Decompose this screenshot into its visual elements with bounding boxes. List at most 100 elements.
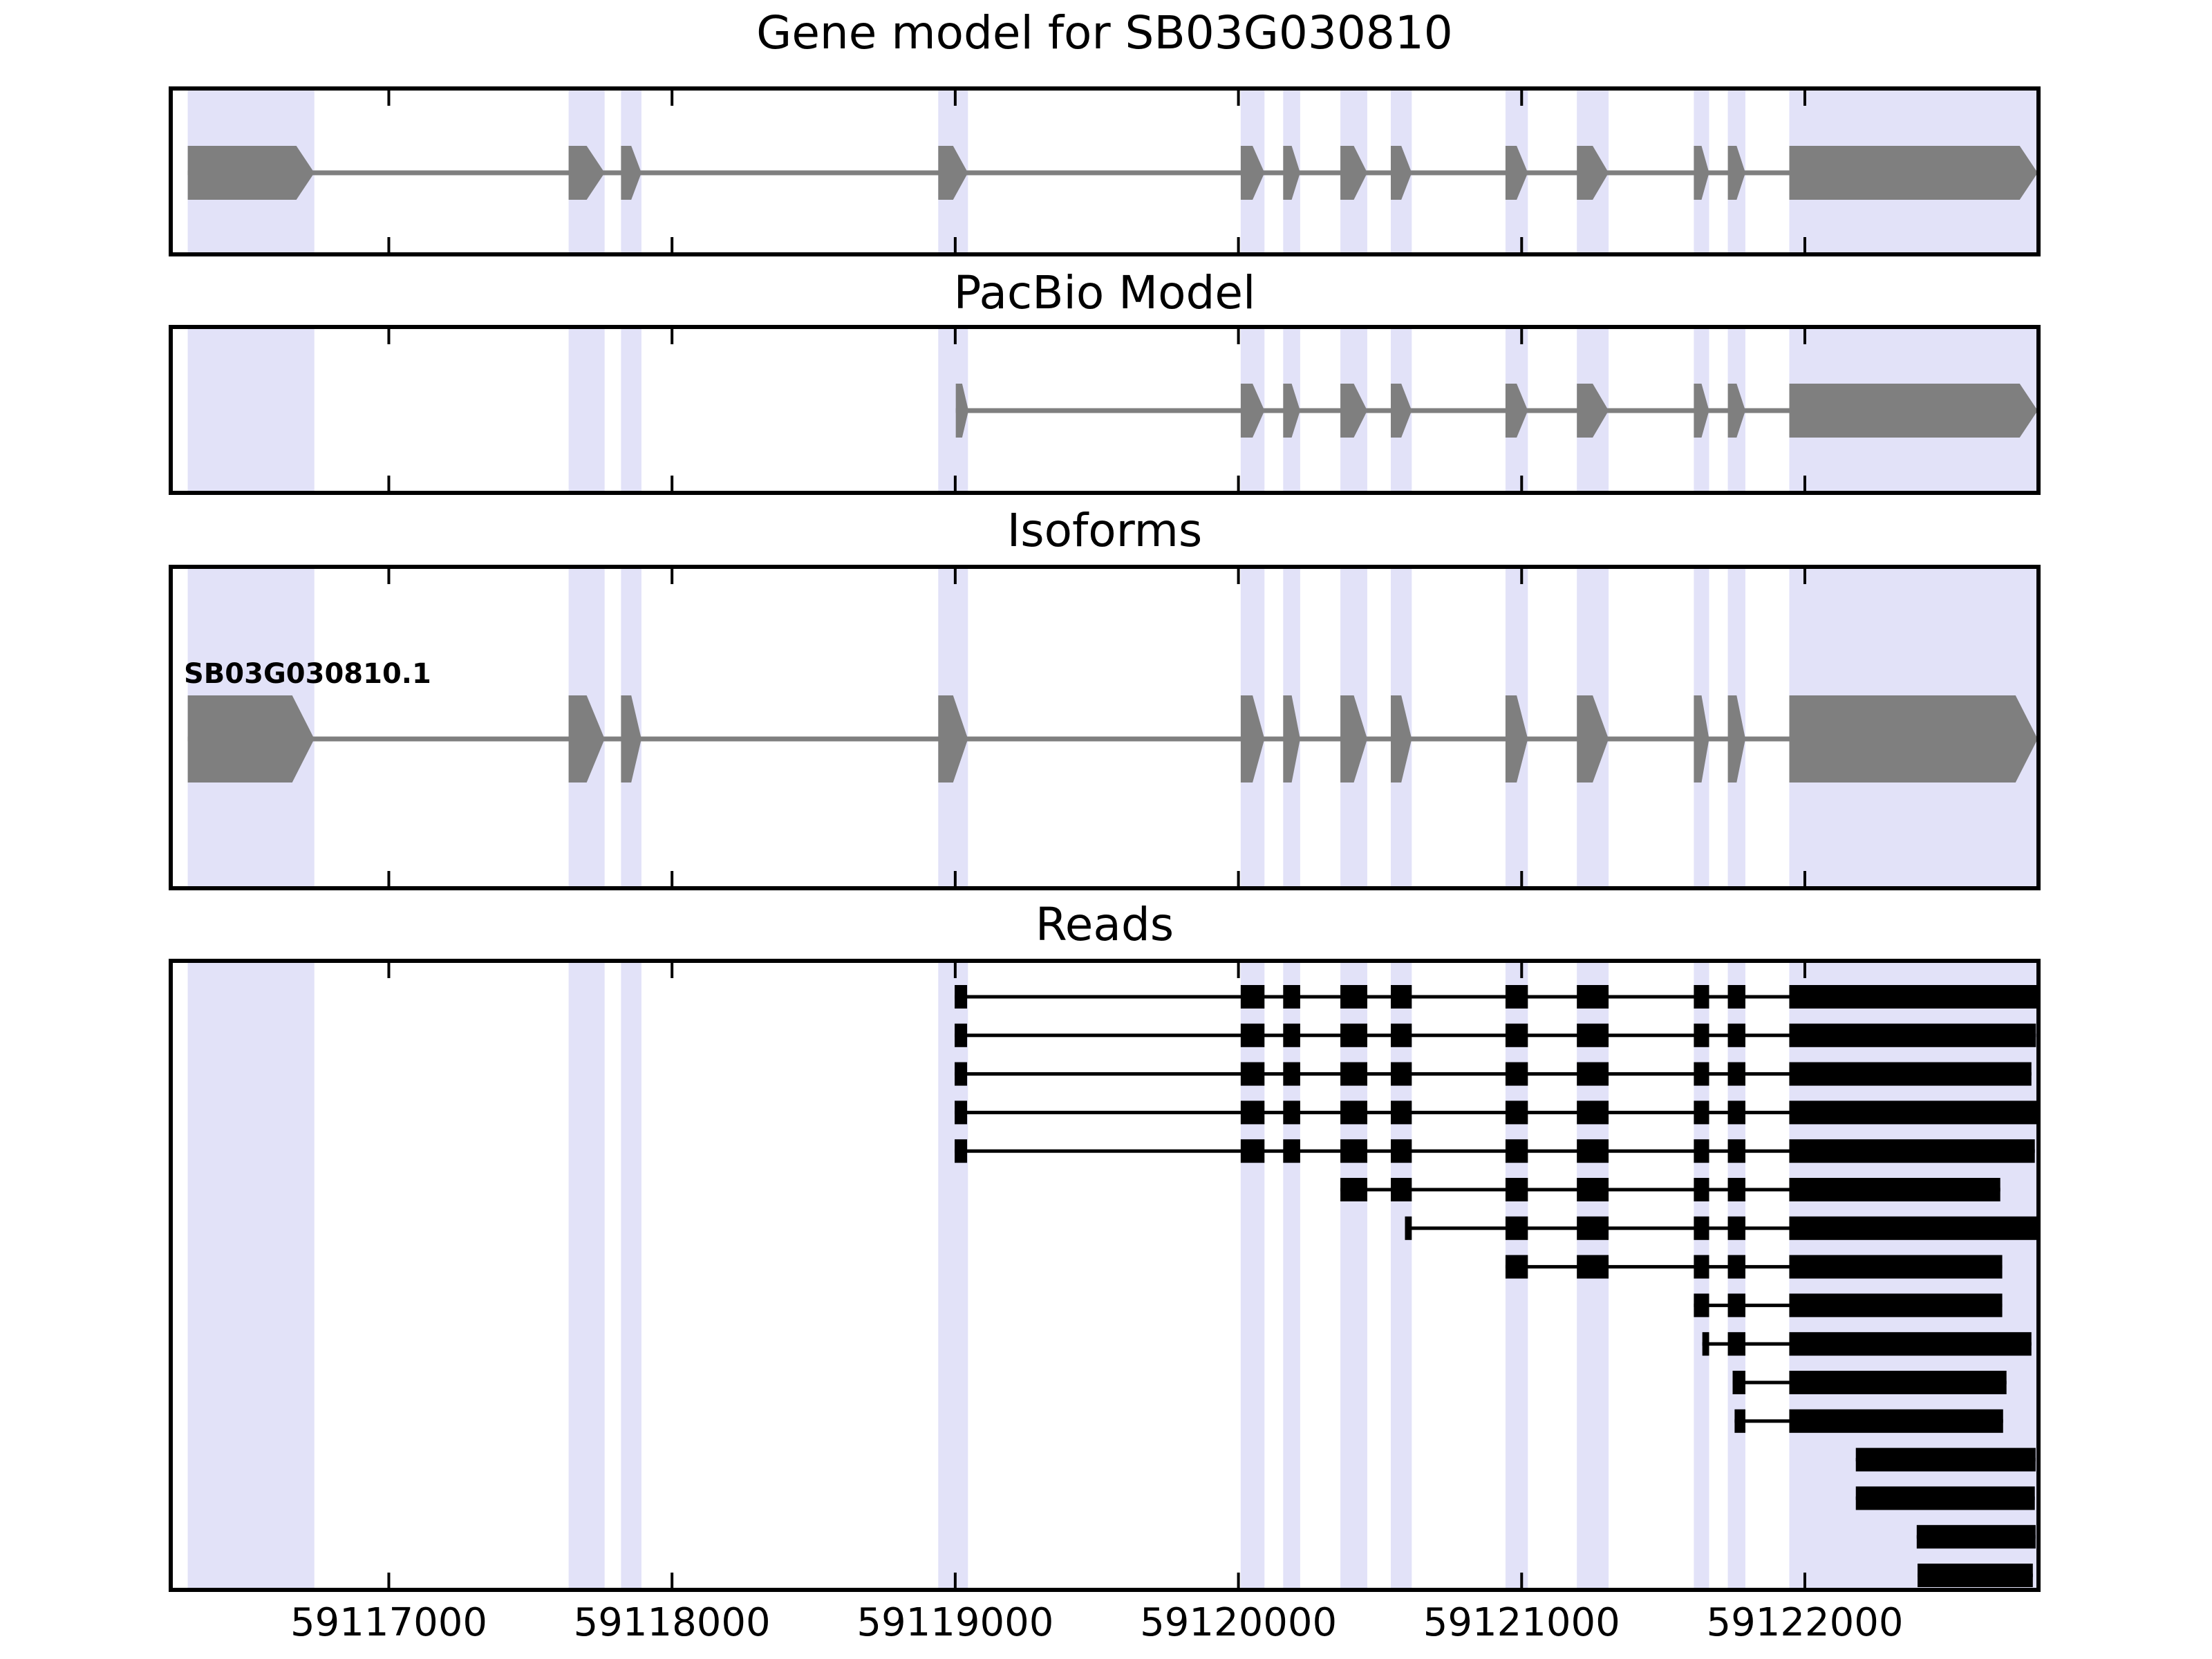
axis-tick — [671, 91, 674, 106]
read-track — [1855, 1447, 2036, 1472]
axis-tick — [387, 329, 391, 344]
isoform-exon — [1789, 695, 2038, 782]
read-block — [1283, 1023, 1300, 1047]
read-track — [1916, 1525, 2036, 1549]
read-block — [1694, 1023, 1709, 1047]
read-block — [1340, 1139, 1368, 1163]
axis-tick — [1803, 476, 1806, 491]
x-tick-label: 59117000 — [290, 1600, 487, 1645]
axis-tick — [1237, 871, 1240, 886]
read-block — [1789, 1062, 2032, 1086]
axis-tick — [1520, 237, 1524, 252]
axis-tick — [1803, 963, 1806, 978]
read-block — [1789, 1255, 2003, 1279]
isoform-exon — [1340, 695, 1367, 782]
isoform-exon — [1727, 695, 1745, 782]
pacbio-exon — [1727, 384, 1745, 438]
axis-tick — [671, 237, 674, 252]
axis-tick — [671, 1573, 674, 1588]
axis-tick — [671, 329, 674, 344]
read-block — [955, 1100, 968, 1125]
gene-model-exon — [1340, 146, 1367, 200]
read-block — [1283, 1139, 1300, 1163]
read-block — [1694, 1100, 1709, 1125]
read-block — [1240, 1062, 1265, 1086]
highlight-band — [938, 961, 968, 1590]
gene-model-exon — [1727, 146, 1745, 200]
isoform-exon — [1391, 695, 1412, 782]
panel-title-reads: Reads — [1035, 898, 1174, 951]
intron-line — [955, 408, 2038, 413]
x-tick-label: 59122000 — [1706, 1600, 1904, 1645]
axis-tick — [1803, 329, 1806, 344]
axis-tick — [1237, 476, 1240, 491]
read-block — [1789, 1023, 2036, 1047]
axis-tick — [671, 963, 674, 978]
read-block — [1505, 1178, 1528, 1201]
read-block — [1505, 1023, 1528, 1047]
read-block — [1732, 1371, 1745, 1394]
axis-tick — [387, 569, 391, 584]
gene-model-exon — [1283, 146, 1300, 200]
read-block — [955, 1062, 968, 1086]
x-tick-label: 59120000 — [1140, 1600, 1338, 1645]
panel-border — [169, 959, 2041, 1592]
panel-title-pacbio: PacBio Model — [953, 266, 1256, 319]
axis-tick — [387, 476, 391, 491]
axis-tick — [1237, 569, 1240, 584]
axis-tick — [1803, 1573, 1806, 1588]
x-tick-label: 59119000 — [856, 1600, 1054, 1645]
read-line — [1405, 1226, 2038, 1230]
read-line — [955, 995, 2037, 999]
highlight-band — [1391, 961, 1412, 1590]
read-block — [1340, 1100, 1368, 1125]
gene-model-exon — [1240, 146, 1265, 200]
read-block — [1727, 1023, 1745, 1047]
axis-tick — [953, 91, 957, 106]
read-block — [1577, 1216, 1609, 1240]
read-block — [1694, 1293, 1709, 1318]
read-block — [1727, 1100, 1745, 1125]
read-line — [955, 1072, 2032, 1076]
read-block — [1340, 1023, 1368, 1047]
read-track — [1505, 1255, 2003, 1279]
read-block — [1694, 1178, 1709, 1201]
axis-tick — [387, 871, 391, 886]
isoform-exon — [1283, 695, 1300, 782]
read-track — [955, 985, 2037, 1009]
isoform-exon — [938, 695, 968, 782]
read-block — [1340, 1062, 1368, 1086]
read-track — [1405, 1216, 2038, 1240]
isoform-exon — [1577, 695, 1609, 782]
read-track — [1855, 1486, 2035, 1510]
read-block — [1694, 1255, 1709, 1279]
axis-tick — [953, 329, 957, 344]
panel-gene-model — [169, 86, 2041, 256]
read-track — [955, 1062, 2032, 1086]
axis-tick — [387, 237, 391, 252]
panel-border — [169, 325, 2041, 495]
read-block — [1340, 985, 1368, 1009]
axis-tick — [1520, 569, 1524, 584]
read-block — [1391, 1178, 1412, 1201]
pacbio-exon — [955, 384, 969, 438]
read-block — [1505, 1100, 1528, 1125]
highlight-band — [187, 961, 315, 1590]
read-block — [1855, 1447, 2036, 1472]
axis-tick — [953, 1573, 957, 1588]
axis-tick — [953, 237, 957, 252]
read-track — [1340, 1178, 2000, 1201]
pacbio-exon — [1340, 384, 1367, 438]
axis-tick — [671, 476, 674, 491]
read-block — [1789, 1216, 2038, 1240]
read-block — [1240, 985, 1265, 1009]
gene-model-exon — [1694, 146, 1709, 200]
read-block — [1283, 1062, 1300, 1086]
highlight-band — [1340, 961, 1368, 1590]
panel-reads — [169, 959, 2041, 1592]
highlight-band — [568, 961, 605, 1590]
read-line — [1505, 1265, 2003, 1269]
pacbio-exon — [1283, 384, 1300, 438]
read-block — [1283, 985, 1300, 1009]
panel-border — [169, 565, 2041, 890]
